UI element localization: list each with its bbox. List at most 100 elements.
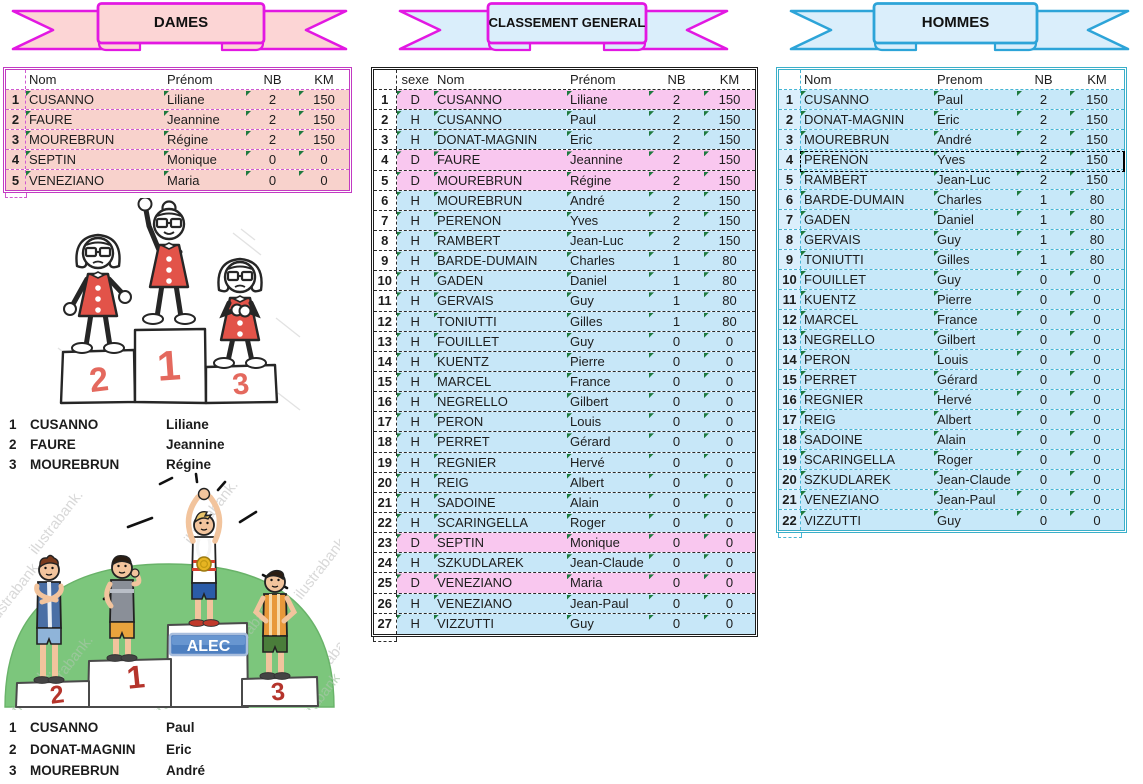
dames-cell-nom-3[interactable]: MOUREBRUN	[26, 130, 164, 149]
general-cell-sexe-3[interactable]: H	[396, 130, 434, 150]
general-cell-rank-9[interactable]: 9	[374, 251, 397, 271]
hommes-cell-nb-17[interactable]: 0	[1017, 410, 1070, 429]
general-cell-nom-14[interactable]: KUENTZ	[434, 351, 567, 371]
hommes-cell-km-12[interactable]: 0	[1070, 310, 1124, 329]
general-cell-prenom-4[interactable]: Jeannine	[567, 150, 649, 170]
general-cell-rank-16[interactable]: 16	[374, 392, 397, 412]
general-cell-nom-24[interactable]: SZKUDLAREK	[434, 553, 567, 573]
general-cell-nom-27[interactable]: VIZZUTTI	[434, 613, 567, 634]
top3-hommes-prenom-2[interactable]: Eric	[166, 741, 192, 757]
general-cell-nom-4[interactable]: FAURE	[434, 150, 567, 170]
dames-cell-nom-5[interactable]: VENEZIANO	[26, 170, 164, 190]
hommes-cell-prenom-8[interactable]: Guy	[934, 230, 1017, 249]
general-cell-nb-6[interactable]: 2	[649, 190, 704, 210]
hommes-cell-rank-1[interactable]: 1	[779, 90, 801, 109]
general-cell-km-25[interactable]: 0	[704, 573, 755, 593]
general-cell-rank-6[interactable]: 6	[374, 190, 397, 210]
general-cell-rank-12[interactable]: 12	[374, 311, 397, 331]
general-cell-nom-1[interactable]: CUSANNO	[434, 90, 567, 110]
hommes-cell-rank-3[interactable]: 3	[779, 130, 801, 149]
hommes-cell-rank-11[interactable]: 11	[779, 290, 801, 309]
general-cell-sexe-25[interactable]: D	[396, 573, 434, 593]
general-header-nom[interactable]: Nom	[437, 72, 465, 87]
hommes-cell-nom-17[interactable]: REIG	[801, 410, 934, 429]
general-header-prenom[interactable]: Prénom	[570, 72, 616, 87]
general-cell-nb-18[interactable]: 0	[649, 432, 704, 452]
general-cell-prenom-24[interactable]: Jean-Claude	[567, 553, 649, 573]
hommes-cell-prenom-17[interactable]: Albert	[934, 410, 1017, 429]
hommes-cell-nom-22[interactable]: VIZZUTTI	[801, 510, 934, 530]
dames-cell-nom-1[interactable]: CUSANNO	[26, 90, 164, 109]
general-cell-nb-17[interactable]: 0	[649, 412, 704, 432]
general-cell-prenom-15[interactable]: France	[567, 371, 649, 392]
dames-cell-nb-1[interactable]: 2	[246, 90, 299, 109]
hommes-cell-rank-16[interactable]: 16	[779, 390, 801, 409]
hommes-cell-rank-2[interactable]: 2	[779, 110, 801, 129]
hommes-cell-prenom-5[interactable]: Jean-Luc	[934, 170, 1017, 189]
dames-cell-prenom-4[interactable]: Monique	[164, 150, 246, 169]
dames-cell-nb-2[interactable]: 2	[246, 110, 299, 129]
hommes-cell-prenom-4[interactable]: Yves	[934, 150, 1017, 169]
hommes-cell-nom-9[interactable]: TONIUTTI	[801, 250, 934, 269]
general-cell-nb-22[interactable]: 0	[649, 512, 704, 533]
dames-header-nb[interactable]: NB	[263, 72, 282, 87]
hommes-cell-nom-18[interactable]: SADOINE	[801, 430, 934, 449]
hommes-cell-nom-10[interactable]: FOUILLET	[801, 270, 934, 289]
general-cell-nb-20[interactable]: 0	[649, 472, 704, 492]
general-cell-km-9[interactable]: 80	[704, 251, 755, 271]
top3-hommes-nom-1[interactable]: CUSANNO	[30, 720, 99, 736]
general-cell-km-3[interactable]: 150	[704, 130, 755, 150]
general-cell-km-11[interactable]: 80	[704, 291, 755, 311]
general-cell-nom-16[interactable]: NEGRELLO	[434, 392, 567, 412]
general-cell-nb-5[interactable]: 2	[649, 170, 704, 190]
hommes-cell-prenom-20[interactable]: Jean-Claude	[934, 470, 1017, 489]
hommes-cell-nom-3[interactable]: MOUREBRUN	[801, 130, 934, 149]
top3-dames-prenom-3[interactable]: Régine	[166, 457, 212, 473]
general-cell-prenom-2[interactable]: Paul	[567, 110, 649, 130]
general-cell-prenom-17[interactable]: Louis	[567, 412, 649, 432]
general-cell-km-18[interactable]: 0	[704, 432, 755, 452]
general-cell-prenom-9[interactable]: Charles	[567, 251, 649, 271]
general-cell-prenom-20[interactable]: Albert	[567, 472, 649, 492]
hommes-cell-prenom-14[interactable]: Louis	[934, 350, 1017, 369]
general-cell-nb-25[interactable]: 0	[649, 573, 704, 593]
general-cell-prenom-18[interactable]: Gérard	[567, 432, 649, 452]
general-cell-nb-12[interactable]: 1	[649, 311, 704, 331]
general-cell-sexe-6[interactable]: H	[396, 190, 434, 210]
general-cell-prenom-1[interactable]: Liliane	[567, 90, 649, 110]
hommes-cell-km-15[interactable]: 0	[1070, 370, 1124, 389]
general-cell-rank-18[interactable]: 18	[374, 432, 397, 452]
dames-header-km[interactable]: KM	[314, 72, 334, 87]
hommes-cell-nb-2[interactable]: 2	[1017, 110, 1070, 129]
hommes-cell-nom-16[interactable]: REGNIER	[801, 390, 934, 409]
dames-cell-nb-4[interactable]: 0	[246, 150, 299, 169]
general-cell-prenom-12[interactable]: Gilles	[567, 311, 649, 331]
general-cell-nom-22[interactable]: SCARINGELLA	[434, 512, 567, 533]
hommes-cell-nom-2[interactable]: DONAT-MAGNIN	[801, 110, 934, 129]
general-cell-nom-15[interactable]: MARCEL	[434, 371, 567, 392]
general-cell-prenom-3[interactable]: Eric	[567, 130, 649, 150]
hommes-cell-prenom-22[interactable]: Guy	[934, 510, 1017, 530]
general-cell-rank-11[interactable]: 11	[374, 291, 397, 311]
general-cell-sexe-24[interactable]: H	[396, 553, 434, 573]
general-cell-rank-7[interactable]: 7	[374, 210, 397, 230]
general-cell-rank-1[interactable]: 1	[374, 90, 397, 110]
hommes-cell-rank-9[interactable]: 9	[779, 250, 801, 269]
general-cell-sexe-22[interactable]: H	[396, 512, 434, 533]
hommes-cell-prenom-1[interactable]: Paul	[934, 90, 1017, 109]
general-cell-sexe-18[interactable]: H	[396, 432, 434, 452]
hommes-cell-prenom-11[interactable]: Pierre	[934, 290, 1017, 309]
hommes-cell-prenom-19[interactable]: Roger	[934, 450, 1017, 469]
general-cell-rank-23[interactable]: 23	[374, 533, 397, 553]
general-cell-km-12[interactable]: 80	[704, 311, 755, 331]
banner-general[interactable]: CLASSEMENT GENERAL	[398, 2, 729, 52]
dames-header-nom[interactable]: Nom	[29, 72, 57, 87]
general-cell-prenom-21[interactable]: Alain	[567, 492, 649, 512]
general-cell-km-20[interactable]: 0	[704, 472, 755, 492]
hommes-header-km[interactable]: KM	[1087, 72, 1107, 87]
top3-hommes-rank-2[interactable]: 2	[9, 741, 17, 757]
general-cell-nom-6[interactable]: MOUREBRUN	[434, 190, 567, 210]
general-cell-rank-10[interactable]: 10	[374, 271, 397, 291]
general-cell-rank-15[interactable]: 15	[374, 371, 397, 392]
dames-cell-nom-4[interactable]: SEPTIN	[26, 150, 164, 169]
